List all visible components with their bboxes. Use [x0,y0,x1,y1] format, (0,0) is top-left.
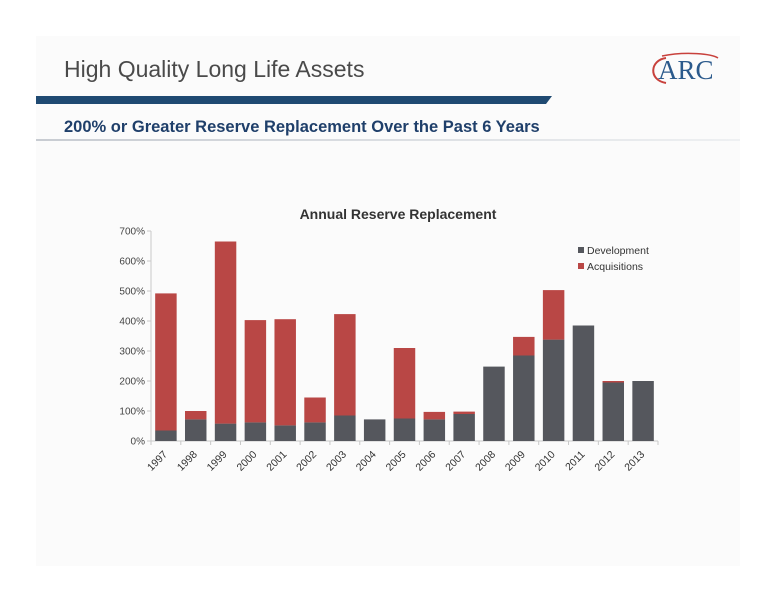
y-tick-label: 600% [119,257,145,268]
title-accent-bar [36,96,552,104]
bar-development-2003 [334,415,356,441]
bar-acquisitions-2001 [274,319,296,426]
x-tick-label: 2008 [473,449,498,474]
chart-title: Annual Reserve Replacement [300,206,497,222]
x-tick-label: 2005 [384,449,409,474]
bar-acquisitions-2012 [602,381,625,383]
x-tick-label: 1998 [175,449,200,474]
bar-acquisitions-2005 [393,348,416,419]
bar-acquisitions-2010 [542,290,565,340]
bar-development-2004 [363,419,386,441]
bar-acquisitions-1997 [155,293,177,431]
slide-background [36,36,740,566]
x-tick-label: 2002 [294,449,319,474]
bar-development-2011 [572,325,595,441]
y-tick-label: 400% [119,317,145,328]
y-tick-label: 0% [131,437,146,448]
x-tick-label: 2004 [354,449,379,474]
bar-acquisitions-2003 [334,314,356,416]
x-tick-label: 2000 [235,449,260,474]
logo-text: ARC [658,55,714,85]
bar-development-1999 [214,423,237,441]
bar-acquisitions-1998 [184,411,207,420]
x-tick-label: 2003 [324,449,349,474]
y-tick-label: 100% [119,407,145,418]
bar-acquisitions-2009 [513,336,535,356]
bar-development-2012 [602,382,625,441]
x-tick-label: 2007 [443,449,468,474]
page-subtitle: 200% or Greater Reserve Replacement Over… [64,118,540,136]
bar-development-1998 [184,419,207,441]
bar-development-2006 [423,419,446,441]
legend-swatch-development [578,247,584,253]
bar-development-2002 [304,422,326,441]
x-tick-label: 2010 [533,449,558,474]
bar-acquisitions-2002 [304,397,326,423]
bar-acquisitions-2006 [423,411,446,420]
page-title: High Quality Long Life Assets [64,56,365,82]
bar-development-2010 [542,339,565,441]
x-tick-label: 2011 [563,449,588,474]
bar-development-2013 [632,381,654,441]
bar-development-2001 [274,425,296,441]
bar-development-2000 [244,422,267,441]
arc-logo: ARC [646,52,720,88]
bar-acquisitions-1999 [214,241,237,424]
logo-swoosh-icon [652,52,719,84]
bar-development-2005 [393,418,416,441]
x-tick-label: 1999 [205,449,230,474]
bar-development-2007 [453,414,475,441]
x-tick-label: 2012 [592,449,617,474]
x-tick-label: 1997 [145,449,170,474]
legend-label-development: Development [587,245,649,257]
bar-acquisitions-2000 [244,320,267,423]
x-tick-label: 2001 [264,449,289,474]
x-tick-label: 2006 [413,449,438,474]
y-tick-label: 200% [119,377,145,388]
bar-development-2008 [483,366,505,441]
bar-development-1997 [155,430,177,441]
y-tick-label: 300% [119,347,145,358]
y-tick-label: 700% [119,227,145,238]
x-tick-label: 2009 [503,449,528,474]
bar-development-2009 [513,355,535,441]
x-tick-label: 2013 [622,449,647,474]
legend-swatch-acquisitions [578,263,584,269]
legend-label-acquisitions: Acquisitions [587,261,643,273]
subtitle-divider [36,139,740,141]
bar-acquisitions-2007 [453,411,475,414]
y-tick-label: 500% [119,287,145,298]
